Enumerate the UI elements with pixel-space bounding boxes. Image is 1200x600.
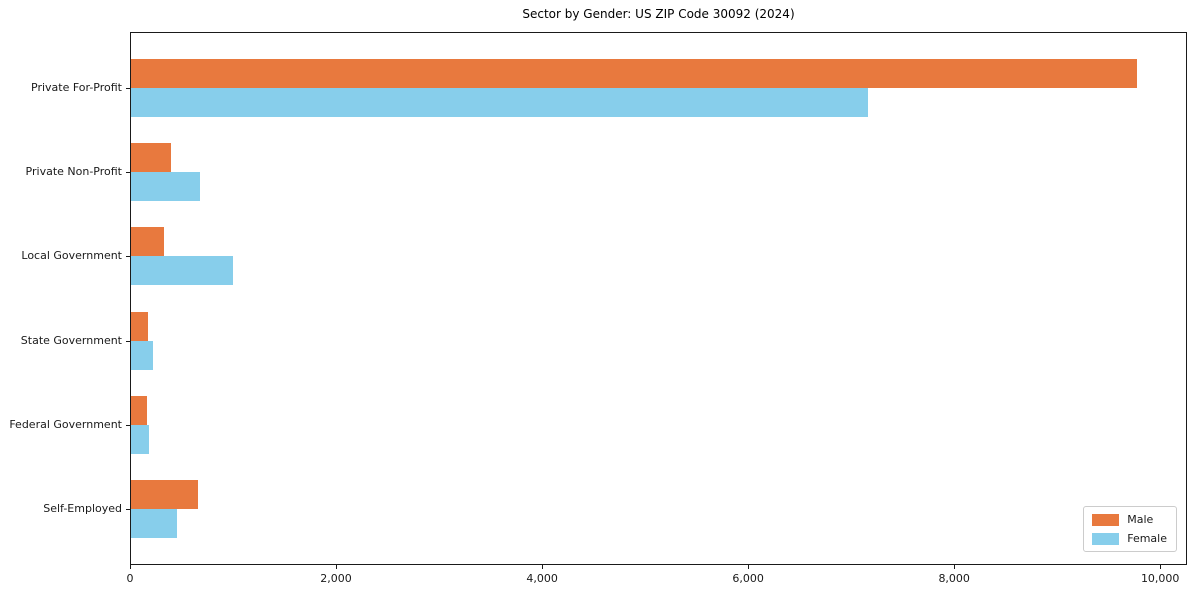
x-tick-label: 0 [126, 572, 134, 585]
bar-female-4 [131, 424, 149, 454]
y-tick-mark [126, 425, 130, 426]
y-tick-label: State Government [20, 334, 122, 347]
y-tick-label: Self-Employed [43, 502, 122, 515]
bar-female-5 [131, 509, 177, 538]
y-tick-label: Private For-Profit [31, 81, 122, 94]
bar-male-5 [131, 480, 198, 509]
chart-title: Sector by Gender: US ZIP Code 30092 (202… [522, 7, 795, 21]
bar-male-2 [131, 227, 164, 257]
x-tick-mark [130, 565, 131, 569]
x-tick-label: 2,000 [320, 572, 352, 585]
x-tick-label: 10,000 [1140, 572, 1180, 585]
bar-female-3 [131, 340, 154, 370]
y-tick-label: Federal Government [9, 418, 122, 431]
male-swatch [1092, 513, 1120, 526]
legend-label-male: Male [1127, 513, 1154, 526]
legend: Male Female [1083, 506, 1177, 552]
bar-male-4 [131, 395, 147, 425]
plot-area: Male Female [130, 32, 1187, 565]
y-tick-mark [126, 88, 130, 89]
bar-male-1 [131, 143, 172, 173]
x-tick-label: 4,000 [526, 572, 558, 585]
bar-male-0 [131, 59, 1137, 88]
y-tick-mark [126, 172, 130, 173]
x-tick-mark [542, 565, 544, 569]
x-tick-label: 8,000 [938, 572, 970, 585]
y-tick-label: Private Non-Profit [25, 165, 122, 178]
female-swatch [1092, 532, 1120, 545]
bar-female-1 [131, 172, 200, 202]
y-tick-mark [126, 509, 130, 510]
bar-female-2 [131, 256, 233, 286]
y-tick-mark [126, 256, 130, 257]
x-tick-mark [1160, 565, 1162, 569]
legend-item-male: Male [1092, 513, 1167, 526]
x-tick-mark [954, 565, 956, 569]
bar-male-3 [131, 311, 148, 341]
bar-female-0 [131, 88, 868, 117]
legend-item-female: Female [1092, 532, 1167, 545]
x-tick-mark [336, 565, 337, 569]
x-tick-label: 6,000 [732, 572, 764, 585]
x-tick-mark [748, 565, 750, 569]
y-tick-label: Local Government [21, 249, 122, 262]
y-tick-mark [126, 341, 130, 342]
legend-label-female: Female [1127, 532, 1167, 545]
